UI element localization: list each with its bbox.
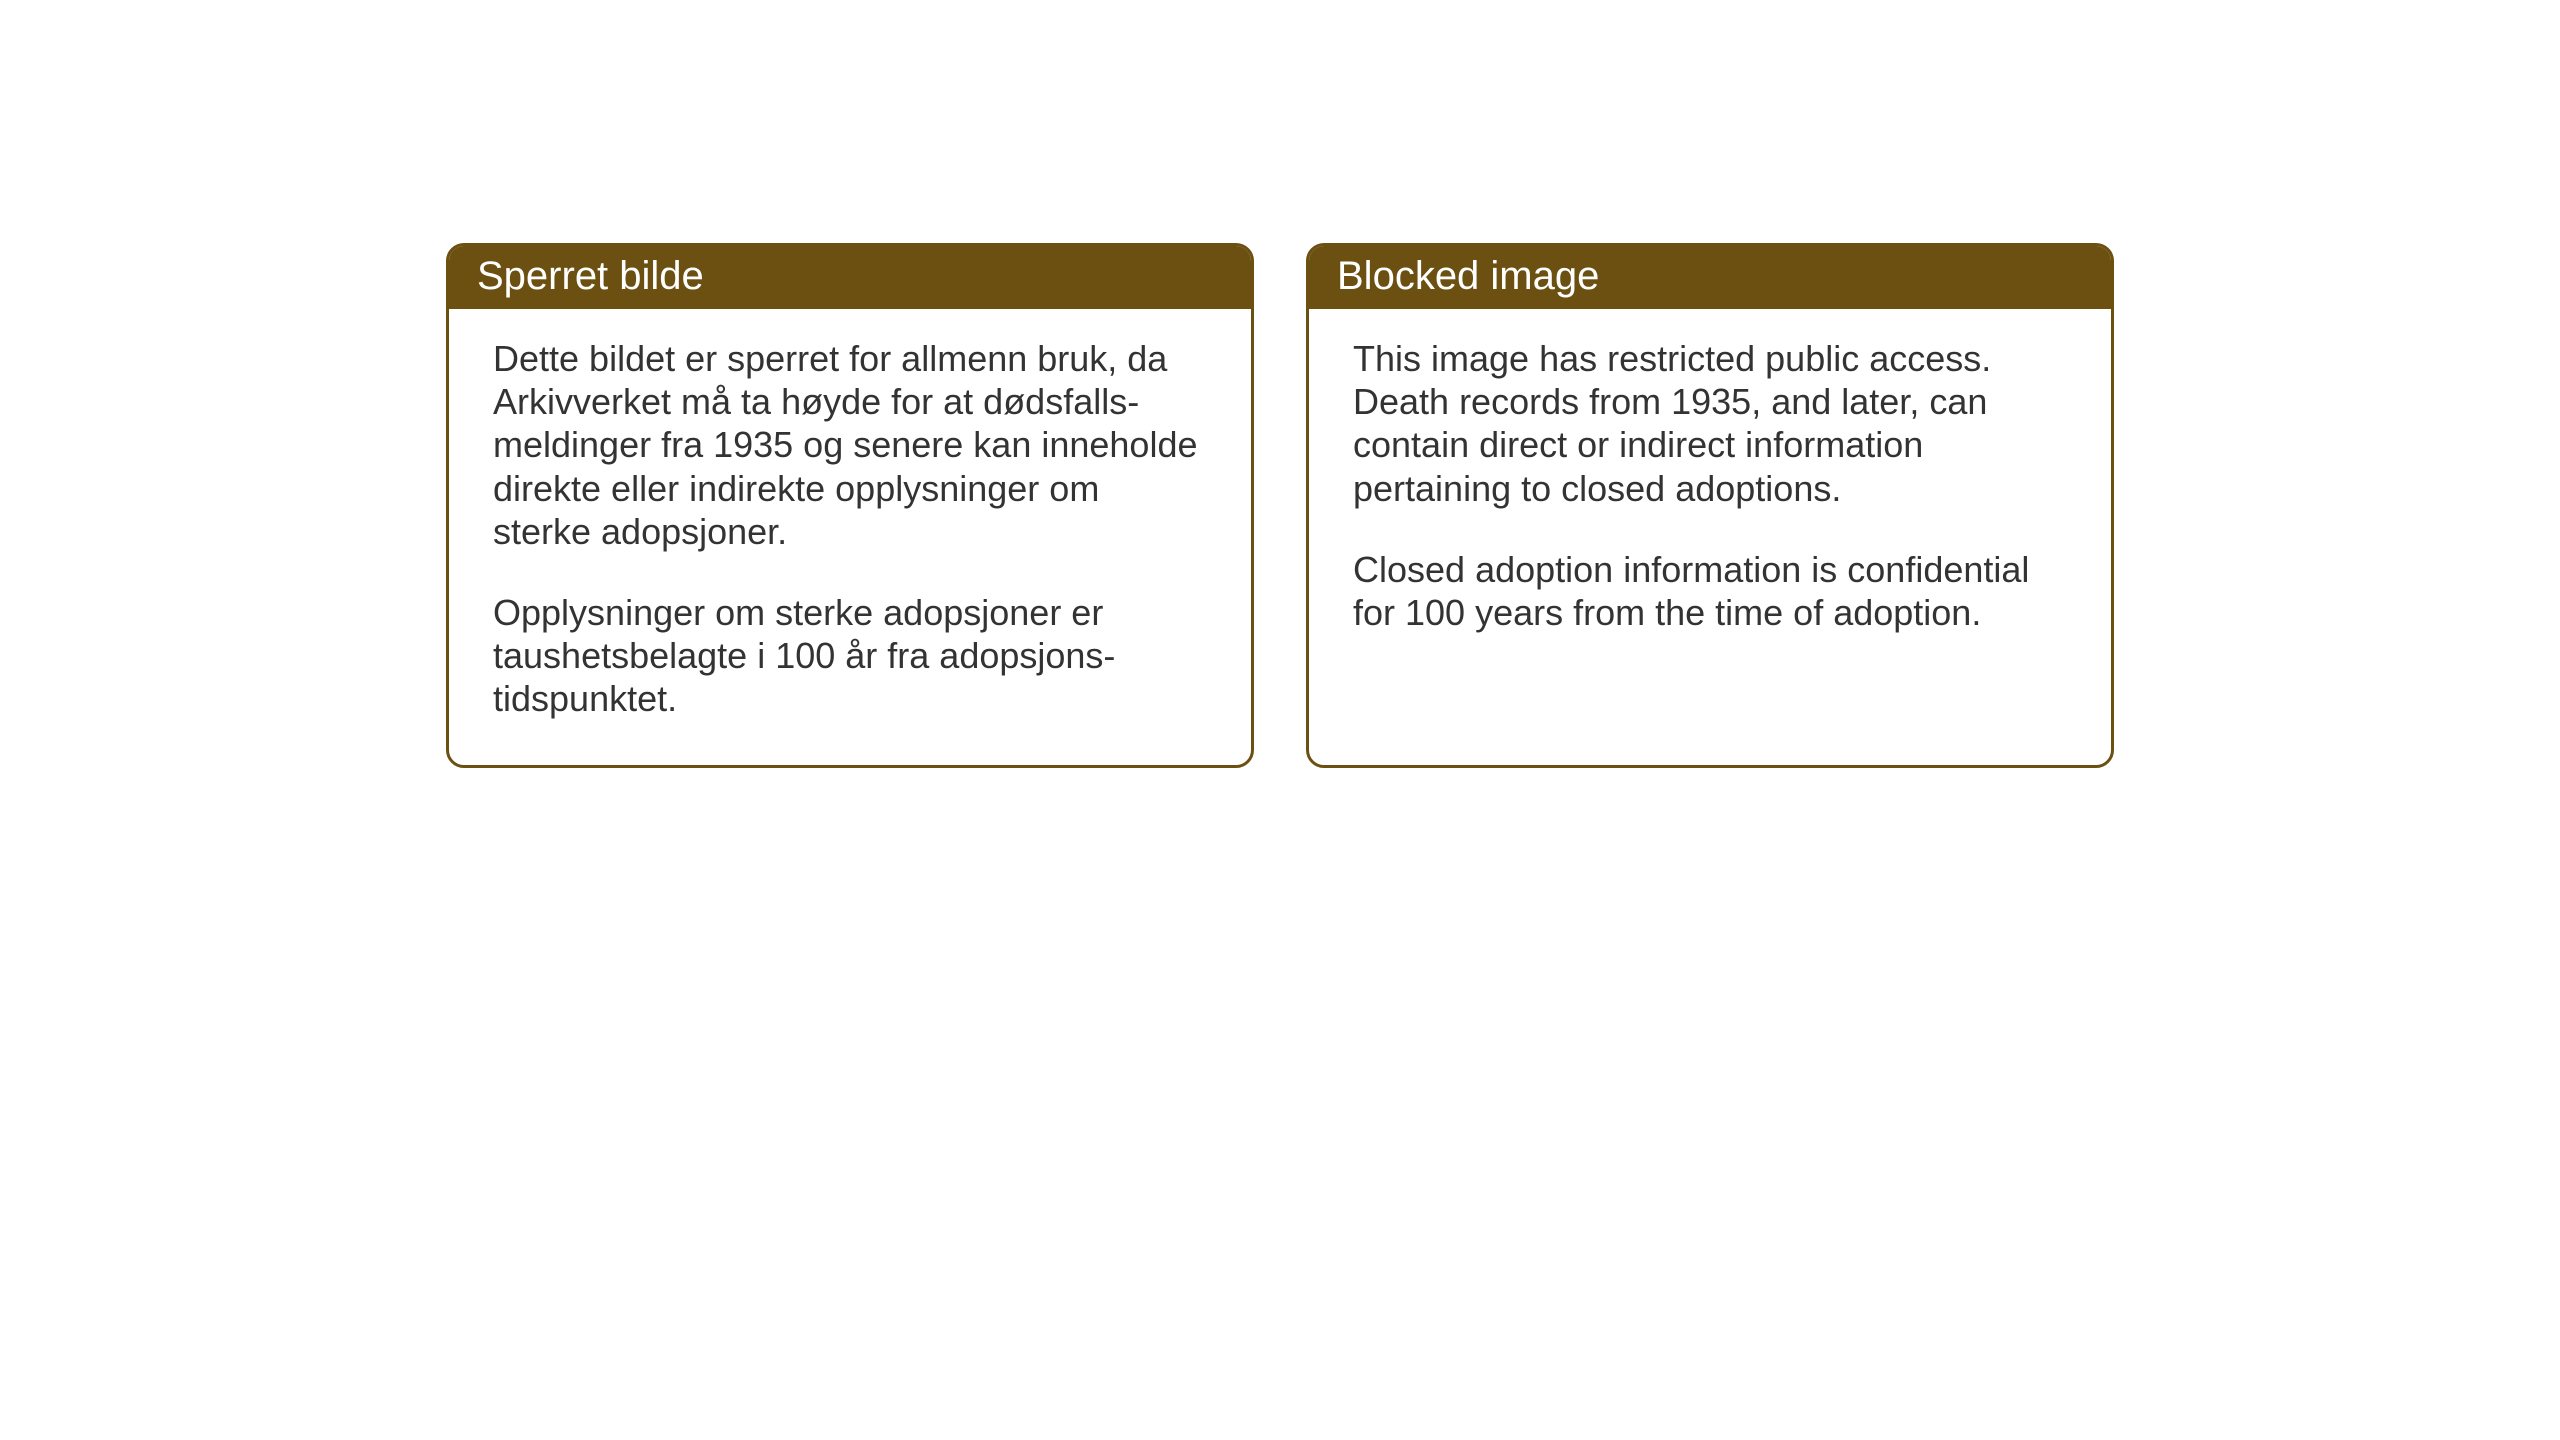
- card-norwegian-header: Sperret bilde: [449, 246, 1251, 309]
- card-norwegian: Sperret bilde Dette bildet er sperret fo…: [446, 243, 1254, 768]
- card-english-paragraph-1: This image has restricted public access.…: [1353, 337, 2067, 510]
- card-norwegian-paragraph-1: Dette bildet er sperret for allmenn bruk…: [493, 337, 1207, 553]
- card-norwegian-paragraph-2: Opplysninger om sterke adopsjoner er tau…: [493, 591, 1207, 721]
- card-english-paragraph-2: Closed adoption information is confident…: [1353, 548, 2067, 634]
- card-english-body: This image has restricted public access.…: [1309, 309, 2111, 678]
- card-english-header: Blocked image: [1309, 246, 2111, 309]
- cards-container: Sperret bilde Dette bildet er sperret fo…: [446, 243, 2114, 768]
- card-english: Blocked image This image has restricted …: [1306, 243, 2114, 768]
- card-norwegian-body: Dette bildet er sperret for allmenn bruk…: [449, 309, 1251, 765]
